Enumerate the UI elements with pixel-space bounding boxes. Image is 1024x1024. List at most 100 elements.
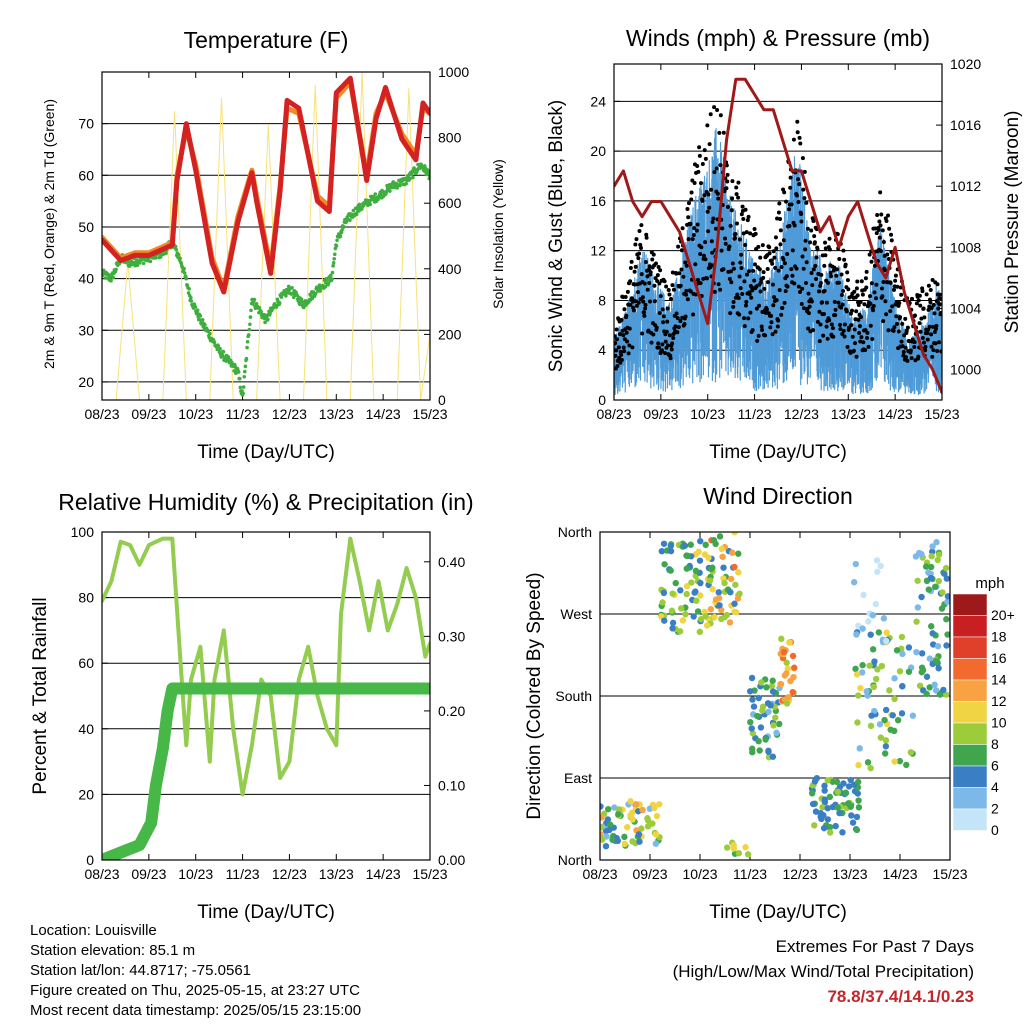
gust-point [660, 342, 665, 347]
gust-point [913, 313, 918, 318]
gust-point [929, 344, 934, 349]
gust-point [744, 230, 749, 235]
gust-point [936, 306, 941, 311]
direction-point [768, 682, 776, 690]
direction-point [944, 598, 950, 605]
gust-point [644, 232, 649, 237]
dewpoint-point [184, 276, 189, 281]
direction-point [935, 665, 942, 672]
plot-frame [599, 531, 951, 861]
gust-point [643, 260, 648, 265]
direction-point [844, 800, 852, 807]
direction-point [770, 722, 777, 729]
direction-point [923, 673, 931, 680]
direction-point [855, 761, 862, 769]
gust-point [729, 280, 734, 285]
direction-point [609, 836, 616, 843]
gust-point [682, 321, 687, 326]
dewpoint-point [109, 279, 113, 283]
direction-point [614, 837, 622, 845]
gust-point [917, 293, 922, 298]
dewpoint-point [368, 202, 373, 207]
gust-point [827, 318, 832, 323]
direction-point [783, 659, 790, 666]
gust-point [771, 249, 776, 254]
gust-point [791, 137, 796, 142]
gust-point [729, 208, 734, 213]
gust-point [880, 286, 885, 291]
direction-point [889, 712, 896, 719]
direction-point [880, 615, 888, 622]
dewpoint-point [388, 189, 392, 193]
gust-point [778, 228, 783, 233]
y-tick-label: 20 [78, 374, 94, 390]
dewpoint-point [236, 370, 241, 374]
direction-point [881, 750, 889, 757]
gust-point [837, 256, 842, 261]
gust-point [788, 175, 793, 180]
direction-point [914, 577, 921, 584]
direction-point [754, 712, 761, 720]
gust-point [865, 330, 870, 335]
gust-point [804, 200, 809, 205]
gust-point [769, 313, 774, 318]
direction-point [853, 813, 861, 821]
dewpoint-point [189, 299, 194, 303]
dewpoint-point [154, 256, 158, 260]
direction-point [871, 707, 878, 715]
dewpoint-point [384, 189, 389, 194]
direction-point [905, 668, 913, 675]
gust-point [626, 351, 631, 356]
gust-point [935, 282, 940, 287]
dewpoint-point [243, 369, 247, 374]
gust-point [617, 332, 622, 337]
gust-point [629, 259, 634, 264]
humidity-x-axis-label: Time (Day/UTC) [197, 902, 335, 923]
gust-point [923, 344, 928, 349]
gust-point [893, 278, 898, 283]
direction-point [877, 734, 885, 741]
gust-point [794, 266, 799, 271]
gust-point [727, 244, 732, 249]
direction-point [604, 816, 612, 823]
gust-point [852, 289, 857, 294]
direction-point [894, 716, 902, 724]
gust-point [874, 296, 879, 301]
y2-tick-label: 1020 [950, 56, 981, 72]
gust-point [780, 305, 785, 310]
gust-point [758, 255, 763, 260]
y-tick-label: 12 [590, 243, 606, 259]
gust-point [795, 130, 800, 135]
direction-point [606, 826, 613, 834]
gust-point [774, 298, 779, 303]
winds-y-axis-label: Sonic Wind & Gust (Blue, Black) [546, 100, 567, 372]
gust-point [715, 108, 720, 113]
gust-point [675, 316, 680, 321]
gust-point [657, 311, 662, 316]
direction-point [744, 851, 752, 858]
y2-tick-label: 0.20 [438, 703, 465, 719]
gust-series [614, 105, 942, 371]
gust-point [857, 324, 862, 329]
gust-point [800, 286, 805, 291]
legend-label: 14 [991, 671, 1007, 687]
gust-point [888, 280, 893, 285]
gust-point [628, 303, 633, 308]
gust-point [862, 302, 867, 307]
direction-point [653, 812, 661, 820]
gust-point [904, 355, 909, 360]
gust-point [821, 333, 826, 338]
dewpoint-point [408, 176, 412, 181]
direction-point [926, 684, 933, 691]
gust-point [863, 348, 868, 353]
gust-point [697, 145, 702, 150]
direction-point [644, 823, 652, 830]
gust-point [868, 294, 873, 299]
direction-point [763, 684, 770, 691]
direction-point [711, 613, 718, 621]
dewpoint-point [268, 311, 272, 316]
direction-point [669, 625, 676, 632]
gust-point [812, 234, 817, 239]
gust-point [712, 170, 717, 175]
gust-point [712, 105, 717, 110]
